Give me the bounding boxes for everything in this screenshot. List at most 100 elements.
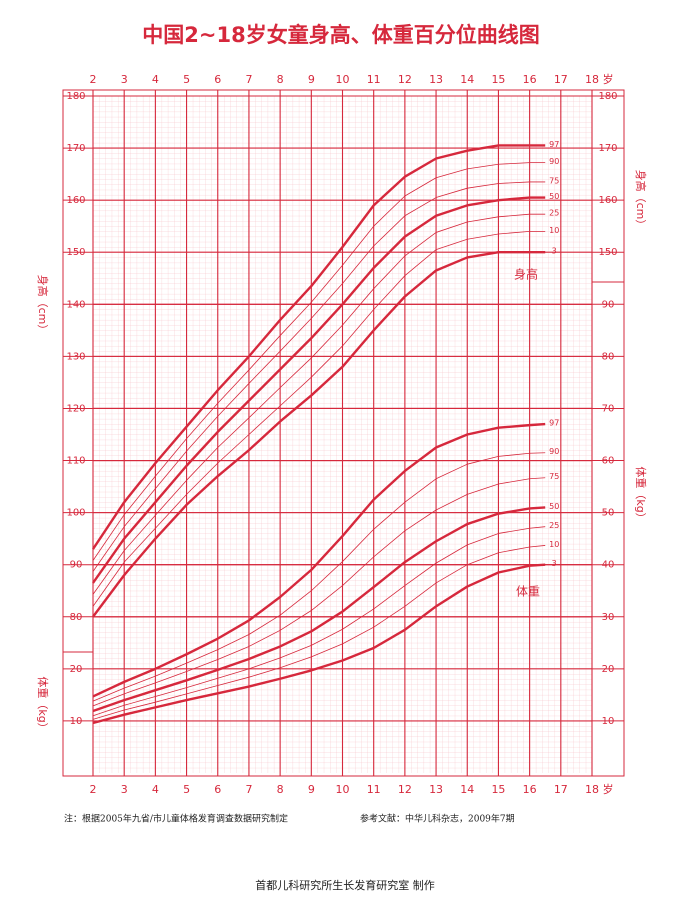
- x-tick-label: 3: [121, 73, 128, 86]
- x-tick-label: 16: [523, 783, 537, 796]
- x-tick-label: 9: [308, 783, 315, 796]
- note: 注：根据2005年九省/市儿童体格发育调查数据研究制定: [64, 813, 288, 825]
- percentile-line: [92, 181, 546, 572]
- x-tick-label: 6: [214, 783, 221, 796]
- y-tick-label: 170: [598, 143, 617, 154]
- annotation: 身高: [514, 267, 538, 282]
- series-label: 25: [549, 209, 559, 218]
- chart-title: 中国2~18岁女童身高、体重百分位曲线图: [142, 23, 539, 47]
- x-tick-label: 5: [183, 73, 190, 86]
- x-tick-label: 10: [336, 73, 350, 86]
- percentile-line: [92, 213, 546, 595]
- percentile-line: [92, 563, 546, 725]
- y-axis-label: 身高（cm）: [634, 170, 648, 231]
- series-label: 75: [549, 472, 559, 481]
- note: 参考文献：中华儿科杂志，2009年7期: [360, 813, 515, 825]
- series-label: 10: [549, 226, 559, 235]
- percentile-line: [92, 526, 546, 717]
- x-tick-label: 17: [554, 783, 568, 796]
- y2-tick-label: 20: [70, 664, 83, 675]
- y2-tick-label: 80: [602, 351, 615, 362]
- y2-tick-label: 50: [602, 508, 615, 519]
- y-tick-label: 130: [66, 351, 85, 362]
- series-label: 25: [549, 521, 559, 530]
- x-tick-label: 12: [398, 783, 412, 796]
- series-label: 97: [549, 419, 559, 428]
- x-tick-label: 4: [152, 783, 159, 796]
- y-tick-label: 110: [66, 456, 85, 467]
- series-label: 90: [549, 447, 559, 456]
- series-label: 97: [549, 140, 559, 149]
- y2-tick-label: 60: [602, 456, 615, 467]
- series-label: 50: [549, 192, 559, 201]
- y-tick-label: 120: [66, 403, 85, 414]
- series-label: 50: [549, 502, 559, 511]
- x-tick-label: 15: [491, 783, 505, 796]
- annotation: 体重: [516, 585, 540, 599]
- x-tick-label: 14: [460, 783, 474, 796]
- x-tick-label: 3: [121, 783, 128, 796]
- y2-tick-label: 10: [602, 716, 615, 727]
- y2-tick-label: 90: [602, 299, 615, 310]
- x-tick-label: 15: [491, 73, 505, 86]
- percentile-line: [92, 144, 546, 550]
- x-tick-label: 13: [429, 783, 443, 796]
- credit: 首都儿科研究所生长发育研究室 制作: [255, 878, 435, 892]
- x-tick-label: 14: [460, 73, 474, 86]
- x-tick-label: 7: [245, 783, 252, 796]
- series-label: 10: [549, 540, 559, 549]
- percentile-line: [92, 196, 546, 584]
- y2-tick-label: 70: [602, 403, 615, 414]
- y-tick-label: 160: [598, 195, 617, 206]
- percentile-line: [92, 452, 546, 702]
- x-unit: 岁: [603, 782, 614, 796]
- frame: [62, 89, 625, 777]
- y2-tick-label: 30: [602, 612, 615, 623]
- y-tick-label: 100: [66, 508, 85, 519]
- percentile-line: [92, 231, 546, 607]
- percentile-line: [92, 477, 546, 707]
- y-tick-label: 180: [598, 91, 617, 102]
- percentile-line: [92, 251, 546, 618]
- series-label: 3: [552, 247, 557, 256]
- y-tick-label: 170: [66, 143, 85, 154]
- y2-tick-label: 10: [70, 716, 83, 727]
- x-tick-label: 12: [398, 73, 412, 86]
- y-tick-label: 80: [70, 612, 83, 623]
- x-tick-label: 7: [245, 73, 252, 86]
- percentile-line: [92, 162, 546, 561]
- y-tick-label: 160: [66, 195, 85, 206]
- x-tick-label: 9: [308, 73, 315, 86]
- x-tick-label: 5: [183, 783, 190, 796]
- x-tick-label: 2: [90, 73, 97, 86]
- y-tick-label: 180: [66, 91, 85, 102]
- x-tick-label: 2: [90, 783, 97, 796]
- percentile-line: [92, 506, 546, 713]
- x-tick-label: 11: [367, 783, 381, 796]
- x-tick-label: 16: [523, 73, 537, 86]
- x-unit: 岁: [603, 72, 614, 86]
- percentile-line: [92, 422, 546, 698]
- series-label: 90: [549, 157, 559, 166]
- x-tick-label: 8: [277, 73, 284, 86]
- y2-tick-label: 20: [602, 664, 615, 675]
- series-label: 3: [552, 559, 557, 568]
- y-tick-label: 90: [70, 560, 83, 571]
- y2-axis-label: 体重（kg）: [634, 466, 648, 523]
- x-tick-label: 18: [585, 73, 599, 86]
- series-label: 75: [549, 176, 559, 185]
- x-tick-label: 10: [336, 783, 350, 796]
- x-tick-label: 18: [585, 783, 599, 796]
- y2-axis-label: 体重（kg）: [36, 676, 50, 733]
- x-tick-label: 8: [277, 783, 284, 796]
- y-axis-label: 身高（cm）: [36, 275, 50, 336]
- x-tick-label: 17: [554, 73, 568, 86]
- x-tick-label: 6: [214, 73, 221, 86]
- x-tick-label: 4: [152, 73, 159, 86]
- y-tick-label: 150: [66, 247, 85, 258]
- x-tick-label: 11: [367, 73, 381, 86]
- percentile-line: [92, 545, 546, 720]
- x-tick-label: 13: [429, 73, 443, 86]
